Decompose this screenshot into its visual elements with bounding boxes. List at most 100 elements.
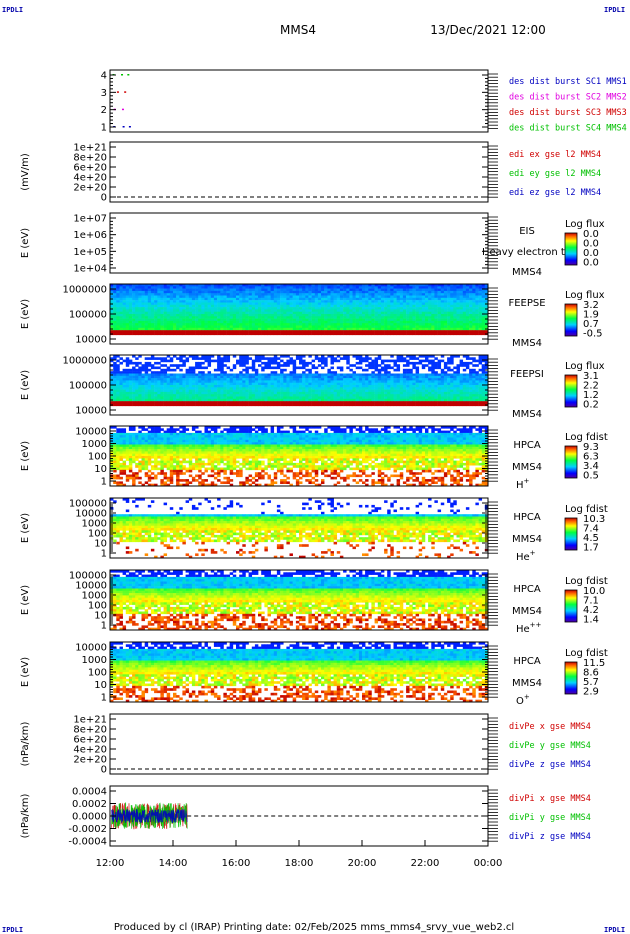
heatmap-cell — [403, 314, 406, 317]
heatmap-cell — [268, 383, 271, 386]
heatmap-cell — [286, 312, 289, 315]
heatmap-cell — [173, 383, 176, 386]
heatmap-cell — [182, 378, 185, 381]
heatmap-cell — [324, 383, 327, 386]
heatmap-cell — [444, 390, 447, 393]
heatmap-cell — [457, 390, 460, 393]
heatmap-cell — [371, 387, 374, 390]
heatmap-cell — [428, 314, 431, 317]
heatmap-cell — [327, 371, 330, 374]
heatmap-cell — [425, 328, 428, 331]
heatmap-cell — [390, 374, 393, 377]
heatmap-cell — [280, 305, 283, 308]
heatmap-cell — [236, 326, 239, 329]
heatmap-cell — [315, 305, 318, 308]
heatmap-cell — [463, 289, 466, 292]
heatmap-cell — [400, 387, 403, 390]
heatmap-cell — [164, 298, 167, 301]
heatmap-cell — [412, 289, 415, 292]
heatmap-cell — [249, 374, 252, 377]
heatmap-cell — [353, 385, 356, 388]
heatmap-cell — [416, 291, 419, 294]
heatmap-cell — [261, 376, 264, 379]
heatmap-cell — [315, 312, 318, 315]
heatmap-cell — [444, 385, 447, 388]
heatmap-cell — [378, 399, 381, 402]
heatmap-cell — [239, 399, 242, 402]
heatmap-cell — [293, 305, 296, 308]
heatmap-cell — [170, 390, 173, 393]
heatmap-cell — [450, 360, 453, 363]
heatmap-cell — [425, 392, 428, 395]
heatmap-cell — [236, 330, 239, 333]
heatmap-cell — [154, 293, 157, 296]
heatmap-cell — [255, 383, 258, 386]
heatmap-cell — [337, 397, 340, 400]
heatmap-cell — [305, 399, 308, 402]
heatmap-cell — [419, 362, 422, 365]
heatmap-cell — [186, 385, 189, 388]
heatmap-cell — [223, 394, 226, 397]
heatmap-cell — [217, 303, 220, 306]
heatmap-cell — [145, 385, 148, 388]
heatmap-cell — [116, 333, 119, 336]
heatmap-cell — [157, 385, 160, 388]
heatmap-cell — [334, 394, 337, 397]
heatmap-cell — [334, 298, 337, 301]
heatmap-cell — [271, 392, 274, 395]
heatmap-cell — [274, 296, 277, 299]
heatmap-cell — [387, 319, 390, 322]
heatmap-cell — [145, 397, 148, 400]
heatmap-cell — [308, 289, 311, 292]
heatmap-cell — [223, 291, 226, 294]
heatmap-cell — [293, 380, 296, 383]
heatmap-cell — [353, 328, 356, 331]
heatmap-cell — [116, 319, 119, 322]
heatmap-cell — [362, 330, 365, 333]
heatmap-cell — [403, 387, 406, 390]
heatmap-cell — [438, 330, 441, 333]
heatmap-cell — [463, 300, 466, 303]
heatmap-cell — [453, 323, 456, 326]
heatmap-cell — [233, 307, 236, 310]
heatmap-cell — [422, 303, 425, 306]
heatmap-cell — [283, 364, 286, 367]
heatmap-cell — [308, 369, 311, 372]
heatmap-cell — [274, 360, 277, 363]
heatmap-cell — [378, 300, 381, 303]
heatmap-cell — [182, 390, 185, 393]
heatmap-cell — [160, 380, 163, 383]
heatmap-cell — [179, 291, 182, 294]
heatmap-cell — [126, 392, 129, 395]
heatmap-cell — [129, 289, 132, 292]
heatmap-cell — [390, 333, 393, 336]
heatmap-cell — [211, 330, 214, 333]
heatmap-cell — [138, 328, 141, 331]
heatmap-cell — [419, 312, 422, 315]
heatmap-cell — [242, 316, 245, 319]
heatmap-cell — [255, 319, 258, 322]
heatmap-cell — [227, 328, 230, 331]
heatmap-cell — [198, 303, 201, 306]
heatmap-cell — [400, 307, 403, 310]
heatmap-cell — [126, 321, 129, 324]
heatmap-cell — [403, 357, 406, 360]
heatmap-cell — [145, 371, 148, 374]
heatmap-cell — [346, 307, 349, 310]
heatmap-cell — [223, 357, 226, 360]
heatmap-cell — [268, 394, 271, 397]
heatmap-cell — [315, 397, 318, 400]
heatmap-cell — [453, 293, 456, 296]
heatmap-cell — [353, 316, 356, 319]
heatmap-cell — [431, 303, 434, 306]
heatmap-cell — [327, 385, 330, 388]
heatmap-cell — [211, 321, 214, 324]
heatmap-cell — [135, 392, 138, 395]
heatmap-cell — [375, 357, 378, 360]
heatmap-cell — [447, 401, 450, 404]
heatmap-cell — [450, 305, 453, 308]
heatmap-cell — [252, 314, 255, 317]
heatmap-cell — [239, 392, 242, 395]
heatmap-cell — [331, 293, 334, 296]
heatmap-cell — [431, 392, 434, 395]
